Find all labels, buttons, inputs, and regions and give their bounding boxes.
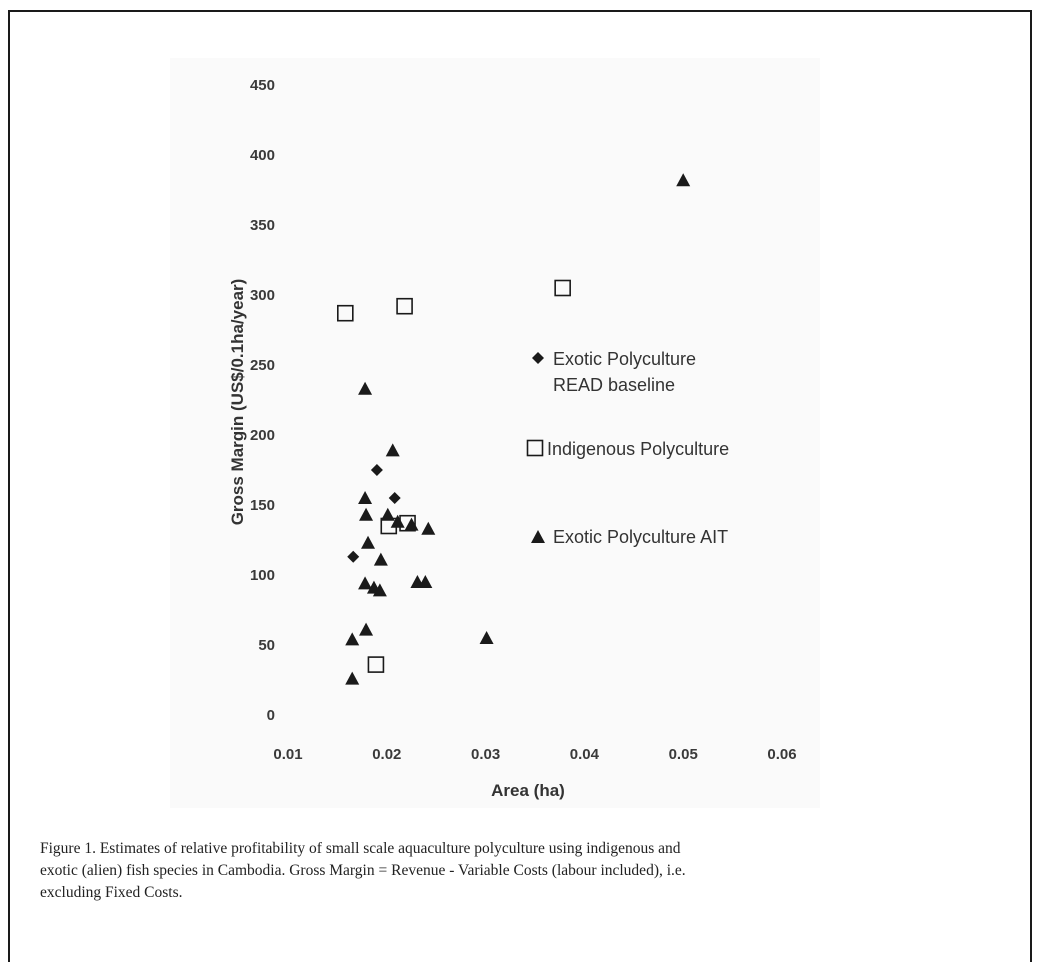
legend-marker-diamond: [532, 352, 544, 364]
data-point-diamond: [388, 492, 401, 504]
data-point-square-open: [367, 656, 385, 673]
y-tick-label: 450: [250, 77, 275, 94]
legend-label: Exotic Polyculture: [553, 349, 696, 369]
data-point-triangle: [372, 583, 387, 597]
data-point-square-open: [396, 297, 413, 315]
data-point-triangle: [373, 552, 388, 566]
data-point-triangle: [676, 173, 691, 187]
y-tick-label: 300: [250, 287, 275, 304]
data-point-triangle: [345, 671, 360, 685]
x-tick-label: 0.05: [669, 746, 698, 763]
legend: Exotic Polyculture READ baseline Indigenou…: [526, 349, 729, 547]
data-point-square-open: [337, 304, 354, 322]
data-point-triangle: [404, 517, 419, 531]
data-point-triangle: [359, 622, 374, 636]
caption-line-1: Figure 1. Estimates of relative profitab…: [40, 840, 681, 857]
plot-background: [170, 58, 820, 808]
y-tick-label: 50: [258, 637, 275, 654]
legend-entry: Indigenous Polyculture: [526, 439, 729, 459]
data-point-triangle: [380, 507, 395, 521]
y-tick-label: 150: [250, 497, 275, 514]
y-tick-label: 100: [250, 567, 275, 584]
y-axis-title: Gross Margin (US$/0.1ha/year): [228, 279, 247, 526]
data-point-triangle: [418, 575, 433, 588]
y-tick-label: 250: [250, 357, 275, 374]
x-tick-label: 0.04: [570, 746, 600, 763]
x-tick-label: 0.02: [372, 746, 401, 763]
data-point-triangle: [390, 514, 405, 528]
legend-entry: Exotic Polyculture READ baseline: [532, 349, 696, 395]
y-tick-label: 350: [250, 217, 275, 234]
data-point-square-open: [554, 279, 571, 297]
series-1: [347, 464, 401, 563]
data-point-diamond: [370, 464, 383, 476]
caption-line-2: exotic (alien) fish species in Cambodia.…: [40, 862, 686, 879]
y-tick-label: 200: [250, 427, 275, 444]
legend-label: READ baseline: [553, 375, 675, 395]
series-2: [337, 279, 571, 673]
legend-label: Indigenous Polyculture: [547, 439, 729, 459]
legend-marker-square-open: [526, 439, 544, 457]
x-tick-label: 0.01: [273, 746, 302, 763]
legend-label: Exotic Polyculture AIT: [553, 527, 728, 547]
data-point-triangle: [361, 535, 376, 549]
data-point-triangle: [358, 576, 373, 590]
caption-line-3: excluding Fixed Costs.: [40, 884, 183, 901]
series-3: [345, 173, 691, 685]
x-tick-label: 0.06: [767, 746, 796, 763]
data-point-triangle: [421, 521, 436, 535]
x-axis-title: Area (ha): [491, 781, 565, 800]
data-point-triangle: [385, 443, 400, 457]
x-tick-label: 0.03: [471, 746, 500, 763]
data-point-triangle: [358, 491, 373, 504]
data-point-triangle: [359, 507, 374, 521]
legend-entry: Exotic Polyculture AIT: [531, 527, 728, 547]
legend-marker-triangle: [531, 530, 545, 543]
y-tick-label: 0: [267, 707, 275, 724]
data-points: [337, 173, 691, 685]
data-point-triangle: [479, 631, 494, 644]
data-point-triangle: [345, 632, 360, 646]
figure-frame: [8, 10, 1032, 962]
figure-caption: Figure 1. Estimates of relative profitab…: [40, 838, 1000, 904]
data-point-diamond: [347, 550, 360, 563]
x-axis-ticks: 0.01 0.02 0.03 0.04 0.05 0.06: [273, 746, 796, 763]
data-point-triangle: [358, 381, 373, 395]
y-tick-label: 400: [250, 147, 275, 164]
y-axis-ticks: 0 50 100 150 200 250 300 350 400 450: [250, 77, 275, 724]
